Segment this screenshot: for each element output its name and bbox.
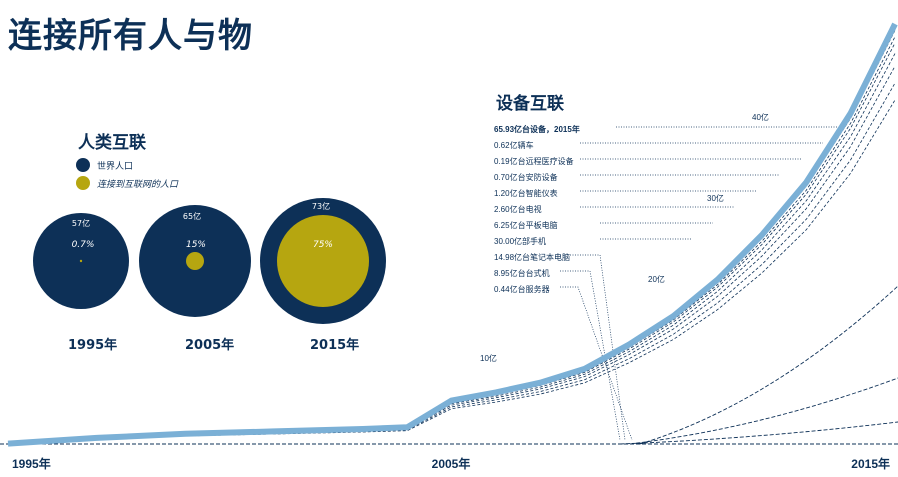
x-tick-label: 1995年 <box>12 456 51 471</box>
device-item-desktops: 8.95亿台台式机 <box>494 269 550 278</box>
device-layer-line <box>7 99 896 445</box>
gridline-label: 30亿 <box>707 193 724 203</box>
device-list: 65.93亿台设备，2015年 0.62亿辆车 0.19亿台远程医疗设备 0.7… <box>494 122 580 298</box>
device-category-line <box>629 377 898 445</box>
device-category-line <box>619 421 898 445</box>
circle-2015-pct: 75% <box>313 240 333 250</box>
x-axis-labels: 1995年 2005年 2015年 <box>12 456 890 471</box>
leader-line <box>560 254 626 441</box>
gridline-labels: 10亿 20亿 30亿 40亿 <box>480 112 769 363</box>
device-item-telehealth: 0.19亿台远程医疗设备 <box>494 157 574 166</box>
circle-year-2015: 2015年 <box>310 338 360 353</box>
circle-1995-internet <box>79 259 83 263</box>
gridline-label: 40亿 <box>752 112 769 122</box>
circle-2005-internet <box>186 252 204 270</box>
device-item-servers: 0.44亿台服务器 <box>494 285 550 294</box>
device-layer-line <box>7 82 896 445</box>
gridline-label: 10亿 <box>480 353 497 363</box>
circle-1995-pct: 0.7% <box>72 240 95 250</box>
device-item-laptops: 14.98亿台笔记本电脑 <box>494 253 571 262</box>
total-devices-line <box>7 22 898 447</box>
circle-2015-internet <box>277 215 369 307</box>
circle-year-1995: 1995年 <box>68 338 118 353</box>
device-category-line <box>639 285 898 445</box>
device-item-cars: 0.62亿辆车 <box>494 141 534 150</box>
device-item-smart-meters: 1.20亿台智能仪表 <box>494 189 558 198</box>
leader-line <box>560 286 633 441</box>
device-layer-line <box>7 42 896 445</box>
legend-internet-population: 连接到互联网的人口 <box>76 174 178 192</box>
legend-label: 连接到互联网的人口 <box>97 179 179 190</box>
x-tick-label: 2015年 <box>851 456 890 471</box>
gridline-label: 20亿 <box>648 274 665 284</box>
legend-dot-navy <box>76 158 90 172</box>
devices-connect-heading: 设备互联 <box>496 94 564 114</box>
device-item-total: 65.93亿台设备，2015年 <box>494 125 580 134</box>
legend-dot-olive <box>76 176 90 190</box>
circle-1995-pop: 57亿 <box>72 218 90 228</box>
circle-2005-pct: 15% <box>186 240 206 250</box>
device-item-tv: 2.60亿台电视 <box>494 205 542 214</box>
total-devices-path <box>7 22 898 447</box>
circle-2005-pop: 65亿 <box>183 211 201 221</box>
label-leader-lines <box>560 126 845 441</box>
device-item-tablets: 6.25亿台平板电脑 <box>494 221 558 230</box>
circle-year-2005: 2005年 <box>185 338 235 353</box>
people-connect-heading: 人类互联 <box>78 133 146 153</box>
people-legend: 世界人口 连接到互联网的人口 <box>76 156 178 192</box>
device-item-phones: 30.00亿部手机 <box>494 237 547 246</box>
circle-2015-pop: 73亿 <box>312 201 330 211</box>
device-item-security: 0.70亿台安防设备 <box>494 173 558 182</box>
leader-line <box>560 270 621 441</box>
legend-label: 世界人口 <box>97 161 134 172</box>
device-layer-line <box>7 66 896 445</box>
page-title: 连接所有人与物 <box>8 16 253 56</box>
x-tick-label: 2005年 <box>432 456 471 471</box>
device-layer-line <box>7 36 896 444</box>
legend-world-population: 世界人口 <box>76 156 178 174</box>
